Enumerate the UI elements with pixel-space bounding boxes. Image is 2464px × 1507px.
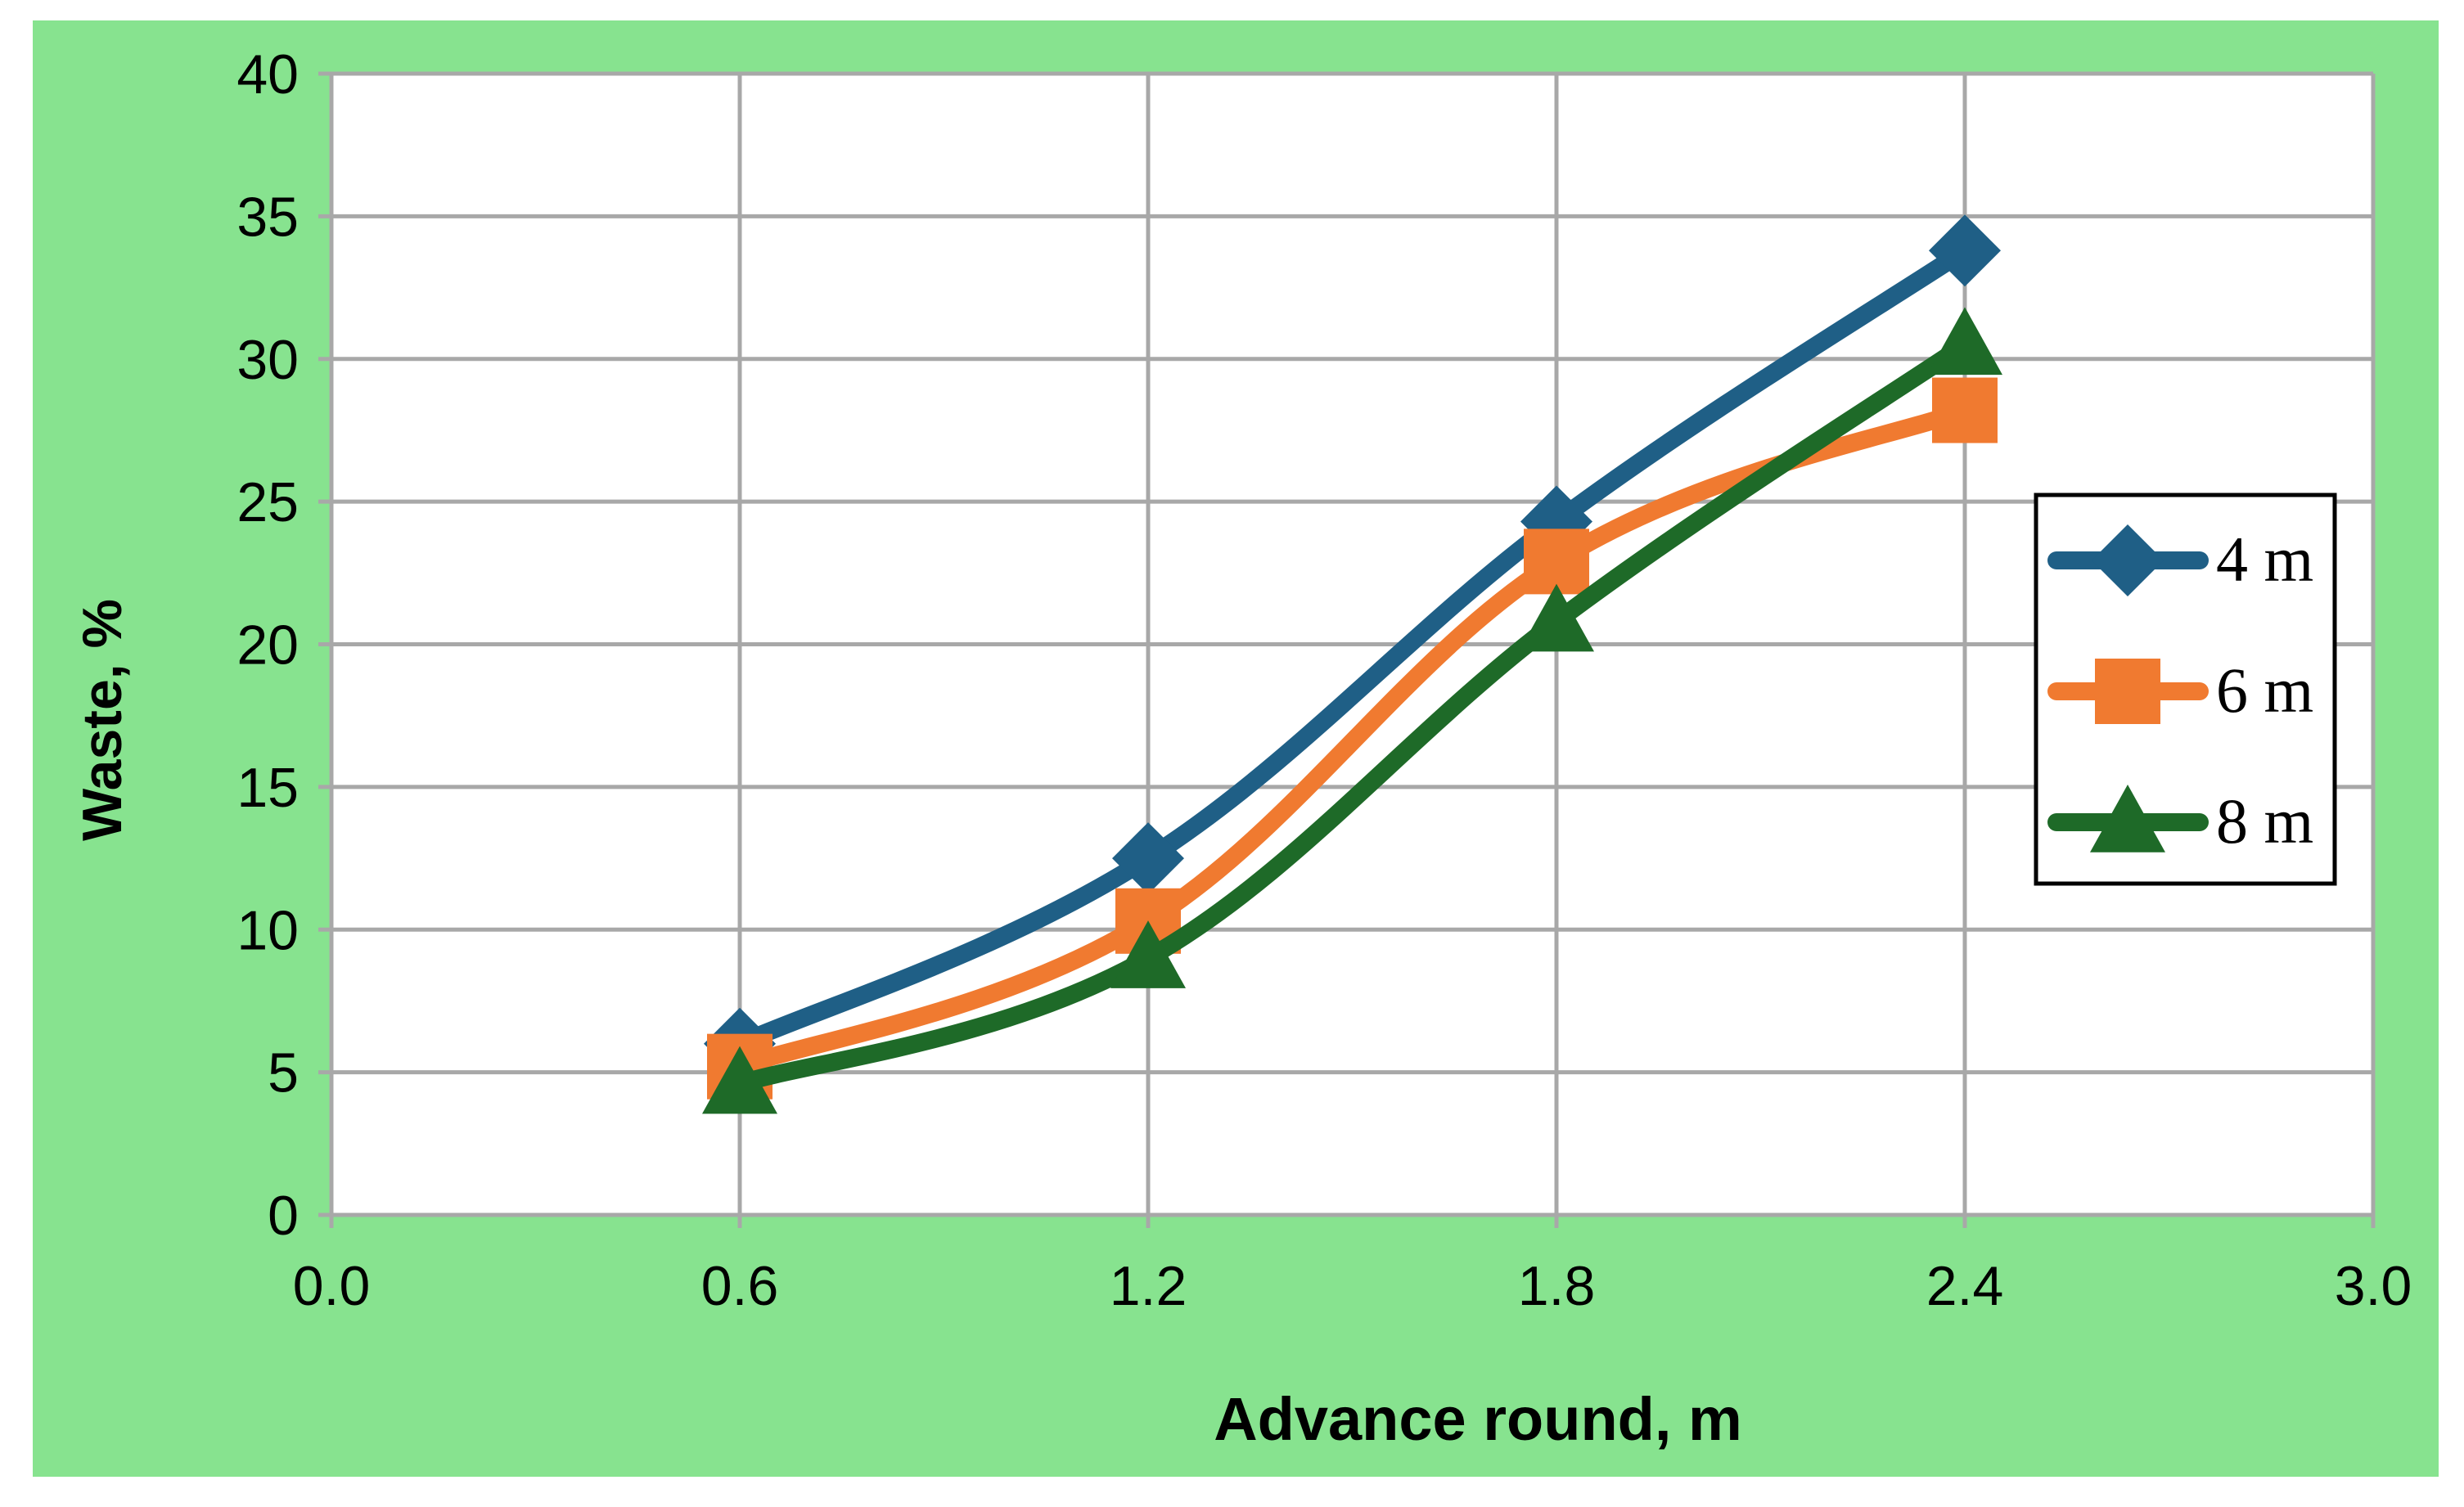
legend-marker [2092,524,2164,596]
x-tick-label: 1.8 [1518,1255,1596,1317]
legend-label: 8 m [2216,785,2313,857]
legend-label: 4 m [2216,524,2313,595]
series-group [702,214,2002,1114]
data-point [1519,583,1594,652]
legend-item: 6 m [2047,655,2313,726]
y-tick-label: 25 [236,471,299,533]
x-tick-label: 2.4 [1926,1255,2004,1317]
x-tick-label: 3.0 [2335,1255,2412,1317]
tick-labels: 0 5 10 15 20 25 30 35 40 0.0 0.6 1.2 1.8 2.4 3.0 [236,43,2412,1317]
y-axis-label: Waste, % [71,599,133,841]
legend-item: 8 m [2047,785,2313,857]
y-tick-label: 10 [236,899,299,961]
series-4-m [704,214,2001,1080]
y-tick-label: 15 [236,757,299,819]
data-point [1932,377,1998,443]
legend-marker [2095,659,2160,724]
series-line [731,241,1974,1053]
data-point [702,1046,777,1114]
data-point [1110,920,1186,988]
data-point [1112,822,1184,895]
series-8-m [702,307,2002,1114]
y-tick-label: 35 [236,186,299,248]
x-tick-label: 1.2 [1110,1255,1187,1317]
grid [318,71,2376,1228]
y-tick-label: 0 [268,1185,299,1247]
data-point [1524,529,1589,595]
x-axis-label: Advance round, m [1214,1385,1742,1453]
y-tick-label: 40 [236,43,299,106]
y-tick-label: 30 [236,329,299,391]
legend-label: 6 m [2216,655,2313,726]
data-point [1927,307,2002,376]
y-tick-label: 5 [268,1042,299,1104]
data-point [1929,214,2001,287]
legend: 4 m 6 m 8 m [2034,493,2337,886]
legend-item: 4 m [2047,524,2313,596]
y-tick-label: 20 [236,614,299,677]
series-line [731,335,1974,1093]
legend-marker [2090,785,2165,852]
x-tick-label: 0.0 [293,1255,371,1317]
x-tick-label: 0.6 [701,1255,779,1317]
